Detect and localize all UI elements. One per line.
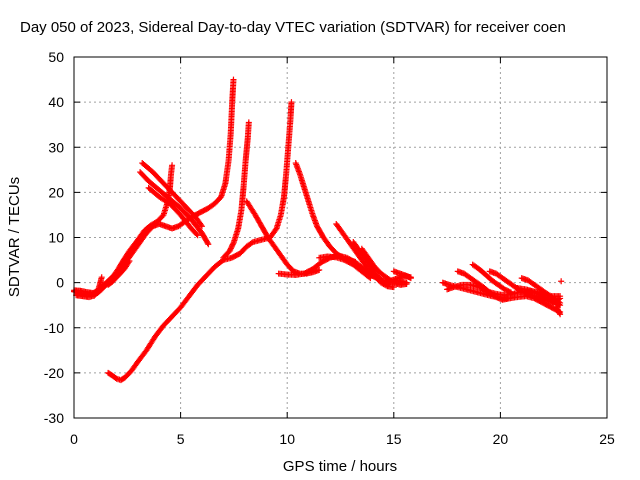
data-series <box>486 268 564 306</box>
data-point <box>505 295 512 302</box>
data-series <box>292 160 359 265</box>
y-axis-label: SDTVAR / TECUs <box>6 177 23 297</box>
data-point <box>193 231 200 238</box>
data-point <box>552 303 559 310</box>
data-point <box>553 305 560 312</box>
data-series <box>137 169 212 248</box>
data-point <box>288 99 295 106</box>
y-tick-label: -30 <box>44 410 64 426</box>
y-tick-label: -10 <box>44 320 64 336</box>
data-point <box>125 259 132 266</box>
data-point <box>204 240 211 247</box>
data-layer <box>71 76 565 384</box>
data-series <box>220 119 252 261</box>
data-point <box>366 274 373 281</box>
data-point <box>316 266 323 273</box>
chart-title: Day 050 of 2023, Sidereal Day-to-day VTE… <box>20 19 566 36</box>
x-tick-label: 10 <box>279 431 295 447</box>
data-point <box>407 275 414 282</box>
data-point <box>230 240 237 247</box>
data-point <box>272 226 279 233</box>
data-series <box>243 198 323 277</box>
data-series <box>316 253 374 282</box>
data-point <box>403 280 410 287</box>
y-tick-label: 10 <box>48 230 64 246</box>
data-series <box>454 268 512 303</box>
data-point <box>367 275 374 282</box>
data-point <box>557 299 564 306</box>
data-point <box>198 221 205 228</box>
y-tick-label: 20 <box>48 184 64 200</box>
data-point <box>506 288 513 295</box>
data-series <box>514 285 564 300</box>
x-tick-label: 15 <box>386 431 402 447</box>
grid <box>74 57 607 418</box>
x-tick-label: 0 <box>70 431 78 447</box>
ticks: 0 5 10 15 20 25 -30 -20 -10 0 10 20 30 40 50 <box>44 49 615 447</box>
data-point <box>194 232 201 239</box>
data-series <box>73 274 105 301</box>
data-series <box>71 162 176 297</box>
data-series <box>105 257 133 288</box>
y-tick-label: 0 <box>56 275 64 291</box>
data-point <box>508 289 515 296</box>
data-point <box>557 293 564 300</box>
data-point <box>248 239 255 246</box>
data-point <box>558 278 565 285</box>
data-series <box>558 278 565 285</box>
data-point <box>205 241 212 248</box>
data-point <box>98 274 105 281</box>
data-series <box>390 268 414 282</box>
data-series <box>552 303 564 318</box>
data-point <box>230 76 237 83</box>
x-tick-label: 20 <box>493 431 509 447</box>
data-point <box>126 257 133 264</box>
x-axis-label: GPS time / hours <box>283 458 397 475</box>
data-series <box>145 184 201 239</box>
y-tick-label: 30 <box>48 139 64 155</box>
data-point <box>555 299 562 306</box>
data-point <box>219 258 226 265</box>
data-series <box>350 239 414 286</box>
x-tick-label: 5 <box>177 431 185 447</box>
y-tick-label: 40 <box>48 94 64 110</box>
data-series <box>358 245 410 288</box>
x-tick-label: 25 <box>599 431 615 447</box>
y-tick-label: 50 <box>48 49 64 65</box>
y-tick-label: -20 <box>44 365 64 381</box>
data-point <box>169 162 176 169</box>
data-series <box>105 99 295 384</box>
data-series <box>469 261 515 296</box>
data-series <box>139 160 205 230</box>
data-point <box>245 119 252 126</box>
data-point <box>198 223 205 230</box>
